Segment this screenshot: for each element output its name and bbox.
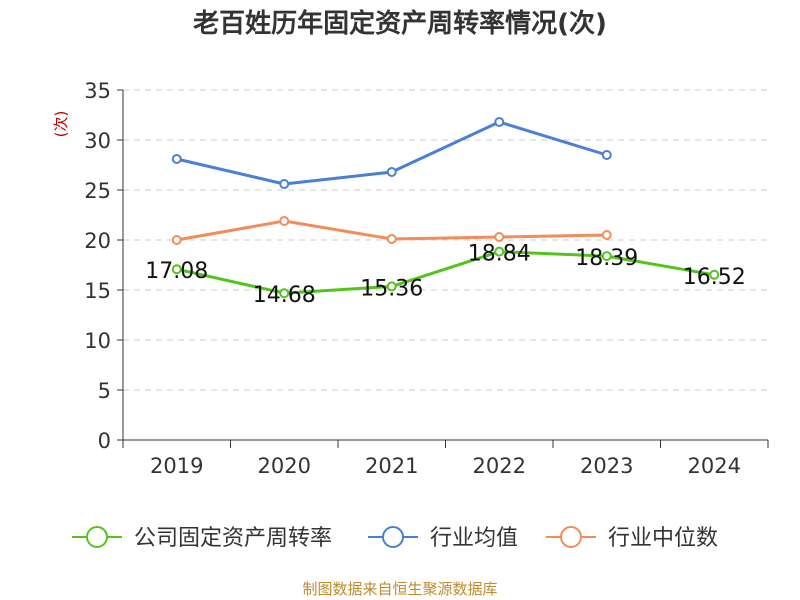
data-label: 15.36 [360,276,423,301]
series-point[interactable] [494,232,505,242]
series-point[interactable] [386,281,397,292]
legend[interactable]: 公司固定资产周转率 行业均值 行业中位数 [72,526,718,551]
series-point[interactable] [279,288,290,299]
legend-label[interactable]: 行业中位数 [608,526,718,551]
y-tick-label: 20 [84,229,111,253]
data-label: 16.52 [683,265,746,290]
data-label: 18.84 [468,242,531,267]
series-point[interactable] [601,150,612,160]
series-point[interactable] [601,230,612,240]
series-lines [171,117,720,299]
series-line [176,250,715,295]
y-axis-label: (次) [52,111,70,138]
y-tick-label: 25 [84,179,111,203]
series-point[interactable] [279,216,290,226]
data-label: 18.39 [575,246,638,271]
y-tick-label: 35 [84,79,111,103]
legend-swatch-marker[interactable] [560,526,582,548]
legend-swatch-marker[interactable] [86,526,108,548]
x-tick-label: 2020 [258,454,311,478]
series-point[interactable] [171,235,182,245]
legend-swatch-marker[interactable] [382,526,404,548]
axes: 0 5 10 15 20 25 30 35 2019 2020 2021 2022 2023 2024 [84,79,769,478]
chart-title: 老百姓历年固定资产周转率情况(次) [193,8,607,39]
y-tick-label: 0 [98,429,111,453]
series-point[interactable] [171,154,182,164]
source-note: 制图数据来自恒生聚源数据库 [302,580,497,598]
series-point[interactable] [386,167,397,177]
y-tick-label: 30 [84,129,111,153]
series-point[interactable] [494,246,505,257]
x-tick-label: 2022 [473,454,526,478]
y-tick-label: 5 [98,379,111,403]
series-point[interactable] [279,179,290,189]
y-tick-label: 10 [84,329,111,353]
x-tick-label: 2019 [150,454,203,478]
series-point[interactable] [601,251,612,262]
series-point[interactable] [709,269,720,280]
series-point[interactable] [494,117,505,127]
grid-lines [123,89,768,391]
x-tick-label: 2023 [580,454,633,478]
x-tick-label: 2021 [365,454,418,478]
data-label: 17.08 [145,259,208,284]
data-labels: 17.08 14.68 15.36 18.84 18.39 16.52 [145,242,745,309]
series-point[interactable] [171,264,182,275]
series-point[interactable] [386,234,397,244]
y-tick-label: 15 [84,279,111,303]
legend-label[interactable]: 行业均值 [430,526,518,551]
data-label: 14.68 [253,283,316,308]
x-tick-label: 2024 [688,454,741,478]
legend-label[interactable]: 公司固定资产周转率 [134,526,332,551]
